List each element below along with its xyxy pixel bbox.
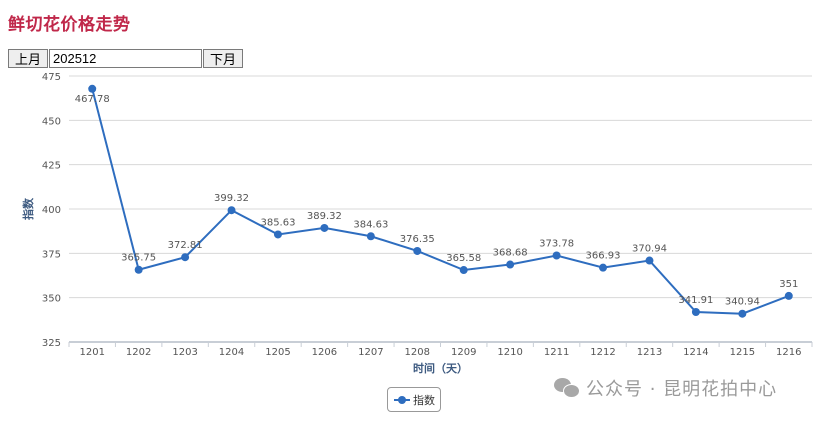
x-axis-title: 时间（天） [413,361,468,375]
x-tick-label: 1204 [219,347,244,358]
y-tick-label: 325 [42,338,61,349]
data-point[interactable] [227,206,236,215]
data-label: 467.78 [75,94,110,105]
wechat-icon [554,378,580,398]
data-label: 399.32 [214,193,249,204]
y-tick-label: 475 [42,72,61,83]
x-tick-label: 1213 [637,347,662,358]
y-tick-label: 400 [42,205,61,216]
legend-item-index[interactable]: 指数 [387,387,441,412]
data-label: 376.35 [400,234,435,245]
data-label: 340.94 [725,297,760,308]
data-label: 385.63 [260,217,295,228]
data-point[interactable] [784,291,793,300]
y-axis-title: 指数 [21,197,35,220]
y-tick-label: 425 [42,161,61,172]
y-tick-label: 450 [42,116,61,127]
x-tick-label: 1214 [683,347,708,358]
data-point[interactable] [320,223,329,232]
x-tick-label: 1216 [776,347,801,358]
page-title: 鲜切花价格走势 [8,15,131,35]
x-tick-label: 1205 [265,347,290,358]
data-point[interactable] [273,230,282,239]
data-point[interactable] [366,232,375,241]
prev-month-button[interactable]: 上月 [8,49,49,68]
x-tick-label: 1215 [730,347,755,358]
data-label: 373.78 [539,238,574,249]
data-point[interactable] [506,260,515,269]
data-label: 341.91 [678,295,713,306]
data-point[interactable] [738,309,747,318]
next-month-button[interactable]: 下月 [203,49,244,68]
month-controls: 上月 下月 [8,49,244,68]
data-label: 372.81 [168,240,203,251]
data-label: 366.93 [586,251,621,262]
data-label: 365.58 [446,253,481,264]
data-label: 351 [779,279,798,290]
x-tick-label: 1210 [497,347,522,358]
x-tick-label: 1212 [590,347,615,358]
series-line [91,88,790,315]
data-point[interactable] [599,263,608,272]
watermark-text: 公众号 · 昆明花拍中心 [586,379,778,400]
x-tick-label: 1207 [358,347,383,358]
data-point[interactable] [181,253,190,262]
data-label: 365.75 [121,253,156,264]
legend-marker-icon [394,395,410,404]
data-label: 389.32 [307,211,342,222]
data-point[interactable] [691,308,700,317]
y-tick-label: 375 [42,249,61,260]
data-point[interactable] [552,251,561,260]
data-point[interactable] [645,256,654,265]
x-tick-label: 1201 [79,347,104,358]
legend-label: 指数 [413,393,435,407]
y-tick-label: 350 [42,294,61,305]
x-tick-label: 1206 [312,347,337,358]
x-tick-label: 1211 [544,347,569,358]
data-point[interactable] [88,84,97,93]
x-tick-label: 1202 [126,347,151,358]
data-point[interactable] [459,266,468,275]
data-label: 368.68 [493,248,528,259]
data-point[interactable] [413,246,422,255]
watermark: 公众号 · 昆明花拍中心 [554,375,777,401]
x-tick-label: 1208 [405,347,430,358]
month-input[interactable] [49,49,203,68]
data-point[interactable] [134,265,143,274]
x-tick-label: 1203 [172,347,197,358]
data-label: 384.63 [353,219,388,230]
data-label: 370.94 [632,244,667,255]
x-tick-label: 1209 [451,347,476,358]
